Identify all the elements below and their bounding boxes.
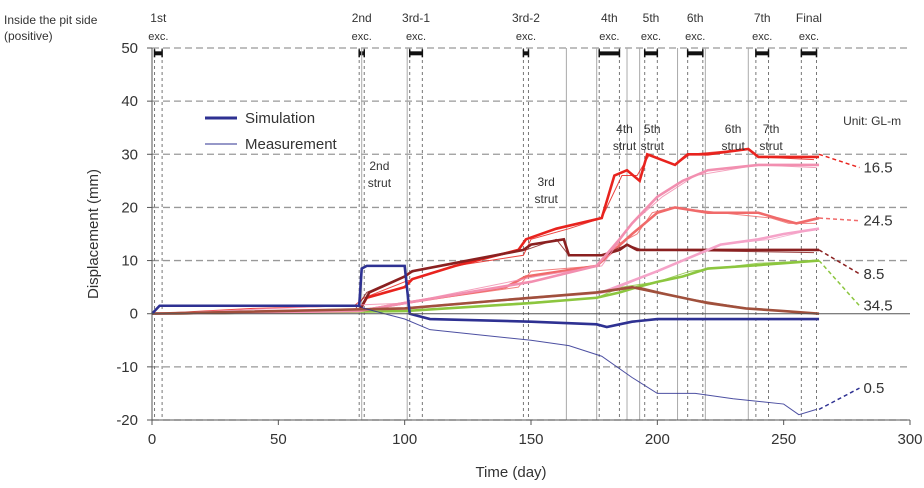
series-label: 0.5 [863, 380, 884, 397]
strut-label: 3rd [537, 175, 554, 189]
y-tick-label: -10 [116, 359, 138, 376]
simulation-line [151, 285, 820, 316]
grid-layer [152, 47, 910, 421]
strut-label: 4th [616, 122, 633, 136]
leader-line [818, 217, 860, 222]
stage-label: 5th [643, 11, 660, 25]
series-label: 34.5 [863, 298, 892, 315]
stage-label: exc. [352, 31, 372, 43]
leader-line [818, 260, 861, 307]
simulation-line [151, 264, 820, 329]
stage-label: Final [796, 11, 822, 25]
y-tick-label: 0 [130, 306, 138, 323]
strut-label: 6th [725, 122, 742, 136]
x-tick-label: 100 [392, 431, 417, 448]
series-label: 16.5 [863, 160, 892, 177]
y-tick-label: 20 [121, 199, 138, 216]
stage-label: 6th [687, 11, 704, 25]
strut-label: strut [641, 139, 665, 153]
leader-line [818, 387, 860, 411]
strut-label: strut [534, 192, 558, 206]
leader-line [818, 249, 860, 275]
unit-note: Unit: GL-m [843, 114, 901, 128]
stage-label: exc. [641, 31, 661, 43]
stage-label: exc. [516, 31, 536, 43]
y-tick-label: 30 [121, 146, 138, 163]
stage-label: 3rd-1 [402, 11, 430, 25]
y-axis-title: Displacement (mm) [85, 169, 102, 299]
stage-label: 7th [754, 11, 771, 25]
stage-label: exc. [148, 31, 168, 43]
stage-label: 2nd [352, 11, 372, 25]
simulation-line [151, 237, 820, 316]
x-axis-title: Time (day) [475, 464, 546, 481]
x-tick-label: 250 [771, 431, 796, 448]
y-tick-label: 50 [121, 40, 138, 57]
x-tick-label: 200 [645, 431, 670, 448]
corner-label: Inside the pit side [4, 13, 98, 27]
measurement-line [151, 305, 817, 416]
series-label: 8.5 [863, 266, 884, 283]
x-tick-label: 150 [518, 431, 543, 448]
y-tick-label: 40 [121, 93, 138, 110]
series-label: 24.5 [863, 213, 892, 230]
x-tick-label: 300 [897, 431, 922, 448]
legend-label: Simulation [245, 110, 315, 127]
strut-label: strut [613, 139, 637, 153]
y-tick-label: 10 [121, 253, 138, 270]
strut-label: strut [759, 139, 783, 153]
strut-label: 5th [644, 122, 661, 136]
stage-label: exc. [799, 31, 819, 43]
strut-label: strut [721, 139, 745, 153]
stage-label: exc. [685, 31, 705, 43]
simulation-line [151, 163, 820, 316]
series-layer [151, 147, 861, 416]
stage-label: exc. [752, 31, 772, 43]
stage-label: exc. [599, 31, 619, 43]
corner-label: (positive) [4, 29, 53, 43]
stage-label: 1st [150, 11, 167, 25]
strut-label: 7th [763, 122, 780, 136]
text-layer: -20 -10 0 10 20 30 40 50 0 50 100 150 200 250 300 Time … [4, 11, 923, 481]
stage-lines-layer [153, 48, 818, 420]
stage-label: 4th [601, 11, 618, 25]
x-tick-label: 0 [148, 431, 156, 448]
y-tick-label: -20 [116, 412, 138, 429]
axis-layer [147, 47, 911, 425]
x-tick-label: 50 [270, 431, 287, 448]
stage-label: exc. [406, 31, 426, 43]
strut-label: strut [368, 176, 392, 190]
leader-line [818, 153, 860, 169]
stage-label: 3rd-2 [512, 11, 540, 25]
strut-label: 2nd [369, 159, 389, 173]
legend-label: Measurement [245, 136, 338, 153]
